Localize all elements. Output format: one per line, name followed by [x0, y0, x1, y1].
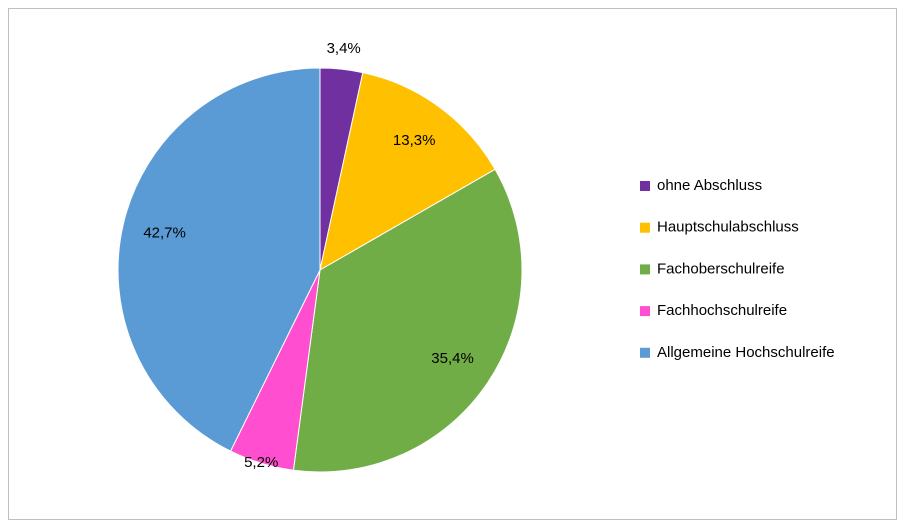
legend-swatch	[640, 181, 650, 191]
legend-label: Fachoberschulreife	[657, 260, 785, 277]
legend-swatch	[640, 222, 650, 233]
pie-slice	[319, 71, 496, 271]
data-label: 3,4%	[327, 40, 361, 57]
legend-swatch	[640, 306, 650, 317]
pie-slice	[117, 67, 321, 452]
data-label: 13,3%	[393, 132, 436, 149]
data-label: 5,2%	[244, 454, 278, 471]
legend-label: Allgemeine Hochschulreife	[657, 344, 835, 361]
legend-swatch	[640, 264, 650, 275]
legend-label: Fachhochschulreife	[657, 302, 787, 319]
legend-swatch	[640, 347, 650, 358]
legend-label: ohne Abschluss	[657, 177, 762, 194]
data-label: 42,7%	[143, 225, 186, 242]
pie-slice	[292, 168, 523, 473]
legend-label: Hauptschulabschluss	[657, 219, 799, 236]
data-label: 35,4%	[431, 350, 474, 367]
